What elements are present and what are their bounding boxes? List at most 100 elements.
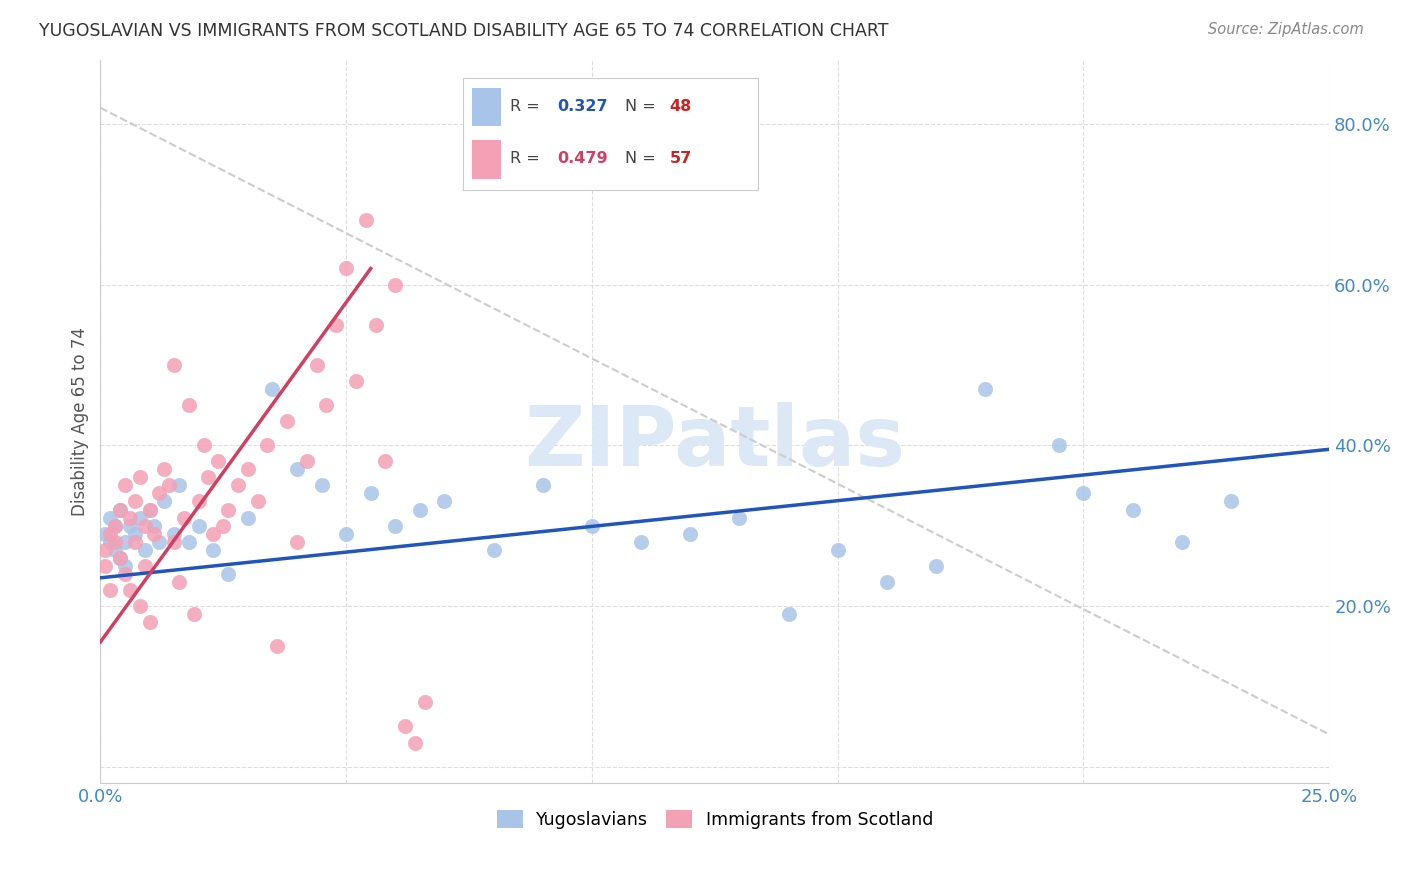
Point	[108, 502, 131, 516]
Point	[974, 382, 997, 396]
Point	[104, 542, 127, 557]
Point	[778, 607, 800, 621]
Point	[728, 510, 751, 524]
Point	[394, 719, 416, 733]
Point	[305, 358, 328, 372]
Point	[581, 518, 603, 533]
Point	[167, 574, 190, 589]
Point	[374, 454, 396, 468]
Point	[94, 526, 117, 541]
Point	[187, 518, 209, 533]
Point	[630, 534, 652, 549]
Point	[118, 510, 141, 524]
Point	[1073, 486, 1095, 500]
Point	[925, 558, 948, 573]
Point	[128, 510, 150, 524]
Point	[212, 518, 235, 533]
Point	[167, 478, 190, 492]
Point	[134, 558, 156, 573]
Point	[217, 502, 239, 516]
Point	[177, 534, 200, 549]
Point	[1219, 494, 1241, 508]
Point	[148, 486, 170, 500]
Point	[108, 550, 131, 565]
Point	[433, 494, 456, 508]
Point	[138, 615, 160, 629]
Point	[679, 526, 702, 541]
Point	[202, 542, 225, 557]
Point	[128, 470, 150, 484]
Point	[114, 566, 136, 581]
Point	[163, 526, 186, 541]
Point	[148, 534, 170, 549]
Point	[143, 526, 166, 541]
Point	[104, 518, 127, 533]
Point	[163, 358, 186, 372]
Point	[1047, 438, 1070, 452]
Point	[114, 534, 136, 549]
Point	[104, 518, 127, 533]
Point	[193, 438, 215, 452]
Point	[143, 518, 166, 533]
Point	[104, 534, 127, 549]
Point	[157, 478, 180, 492]
Point	[285, 462, 308, 476]
Point	[108, 550, 131, 565]
Point	[217, 566, 239, 581]
Point	[482, 542, 505, 557]
Point	[226, 478, 249, 492]
Point	[315, 398, 337, 412]
Point	[94, 558, 117, 573]
Point	[409, 502, 432, 516]
Point	[118, 518, 141, 533]
Point	[404, 735, 426, 749]
Point	[262, 382, 284, 396]
Point	[1122, 502, 1144, 516]
Point	[128, 599, 150, 613]
Point	[94, 542, 117, 557]
Text: ZIPatlas: ZIPatlas	[524, 402, 905, 483]
Point	[98, 526, 121, 541]
Point	[344, 374, 367, 388]
Point	[177, 398, 200, 412]
Point	[364, 318, 387, 332]
Point	[108, 502, 131, 516]
Point	[202, 526, 225, 541]
Point	[98, 534, 121, 549]
Point	[183, 607, 205, 621]
Point	[335, 261, 357, 276]
Text: YUGOSLAVIAN VS IMMIGRANTS FROM SCOTLAND DISABILITY AGE 65 TO 74 CORRELATION CHAR: YUGOSLAVIAN VS IMMIGRANTS FROM SCOTLAND …	[39, 22, 889, 40]
Point	[354, 213, 377, 227]
Point	[98, 510, 121, 524]
Point	[124, 494, 146, 508]
Point	[827, 542, 849, 557]
Point	[114, 558, 136, 573]
Y-axis label: Disability Age 65 to 74: Disability Age 65 to 74	[72, 326, 89, 516]
Point	[246, 494, 269, 508]
Point	[153, 494, 176, 508]
Point	[311, 478, 333, 492]
Point	[236, 462, 259, 476]
Point	[413, 695, 436, 709]
Point	[325, 318, 347, 332]
Point	[276, 414, 298, 428]
Text: Source: ZipAtlas.com: Source: ZipAtlas.com	[1208, 22, 1364, 37]
Point	[98, 582, 121, 597]
Point	[256, 438, 278, 452]
Point	[173, 510, 195, 524]
Point	[236, 510, 259, 524]
Legend: Yugoslavians, Immigrants from Scotland: Yugoslavians, Immigrants from Scotland	[489, 803, 941, 836]
Point	[138, 502, 160, 516]
Point	[118, 582, 141, 597]
Point	[266, 639, 288, 653]
Point	[335, 526, 357, 541]
Point	[197, 470, 219, 484]
Point	[876, 574, 898, 589]
Point	[124, 526, 146, 541]
Point	[163, 534, 186, 549]
Point	[207, 454, 229, 468]
Point	[531, 478, 554, 492]
Point	[134, 542, 156, 557]
Point	[114, 478, 136, 492]
Point	[360, 486, 382, 500]
